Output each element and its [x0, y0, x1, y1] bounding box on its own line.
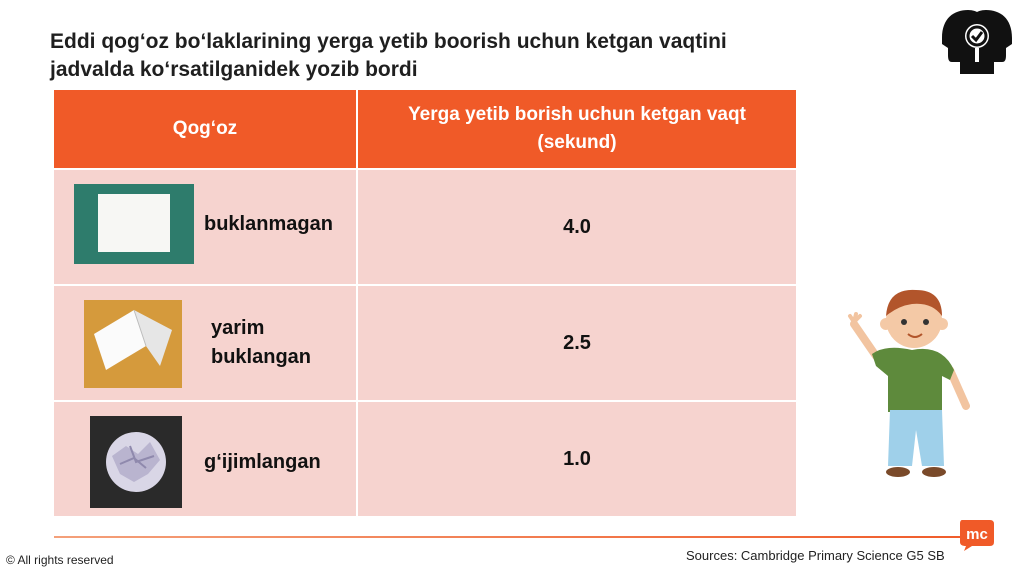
brand-logo-text: mc: [966, 526, 988, 543]
row-label: g‘ijimlangan: [204, 451, 321, 473]
paper-cell: buklanmagan: [52, 168, 358, 286]
two-heads-magnifier-icon: [942, 10, 1012, 74]
paper-cell: g‘ijimlangan: [52, 400, 358, 518]
time-value: 4.0: [356, 168, 798, 286]
slide-title: Eddi qog‘oz bo‘laklarining yerga yetib b…: [50, 28, 810, 84]
flat-paper-image: [74, 184, 194, 264]
table-header-row: Qog‘oz Yerga yetib borish uchun ketgan v…: [52, 88, 798, 170]
header-time-line-1: Yerga yetib borish uchun ketgan vaqt: [408, 104, 746, 125]
row-label: yarim buklangan: [211, 314, 311, 372]
row-label-line-2: buklangan: [211, 346, 312, 368]
time-value: 1.0: [356, 400, 798, 518]
paper-cell: yarim buklangan: [52, 284, 358, 402]
results-table: Qog‘oz Yerga yetib borish uchun ketgan v…: [52, 88, 798, 518]
half-folded-paper-image: [84, 300, 182, 388]
title-line-1: Eddi qog‘oz bo‘laklarining yerga yetib b…: [50, 30, 727, 53]
boy-illustration: [848, 289, 970, 477]
title-line-2: jadvalda ko‘rsatilganidek yozib bordi: [50, 58, 418, 81]
table-row: yarim buklangan 2.5: [52, 284, 798, 402]
row-label-line-1: yarim: [211, 317, 265, 339]
table-row: g‘ijimlangan 1.0: [52, 400, 798, 518]
footer-divider: [54, 536, 992, 538]
header-paper: Qog‘oz: [52, 88, 358, 170]
table-row: buklanmagan 4.0: [52, 168, 798, 286]
copyright-text: © All rights reserved: [6, 553, 114, 567]
header-time-line-2: (sekund): [537, 132, 617, 153]
header-time: Yerga yetib borish uchun ketgan vaqt (se…: [356, 88, 798, 170]
sources-text: Sources: Cambridge Primary Science G5 SB: [686, 548, 945, 563]
crumpled-paper-image: [90, 416, 182, 508]
row-label: buklanmagan: [204, 213, 333, 235]
brand-logo: mc: [960, 520, 994, 551]
time-value: 2.5: [356, 284, 798, 402]
